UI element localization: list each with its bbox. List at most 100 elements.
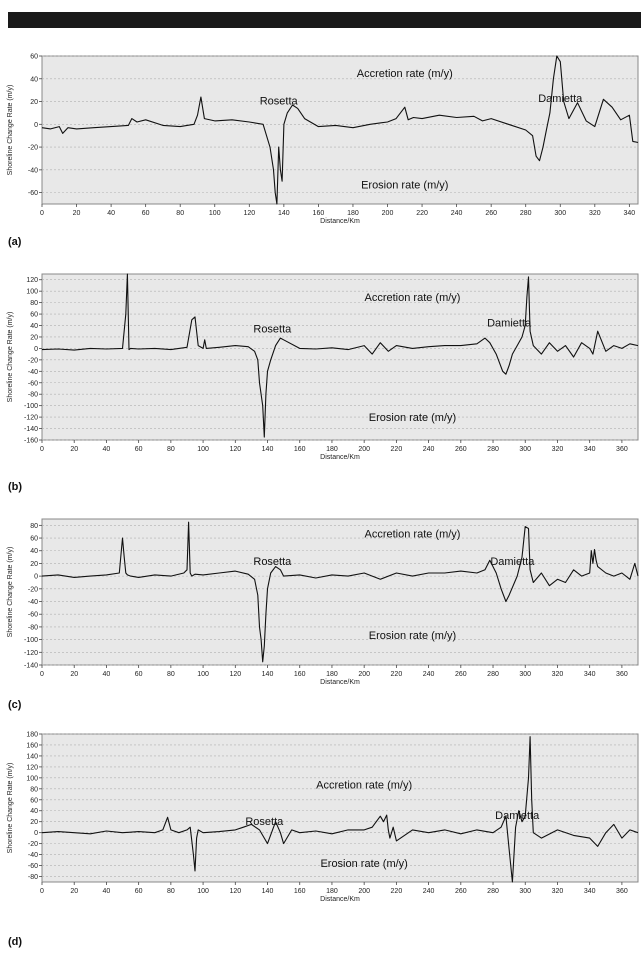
x-tick-label: 280 xyxy=(520,210,532,217)
x-tick-label: 40 xyxy=(107,210,115,217)
y-tick-label: 100 xyxy=(26,289,38,296)
x-tick-label: 120 xyxy=(243,210,255,217)
data-line-a xyxy=(41,55,639,205)
y-tick-label: 0 xyxy=(34,830,38,837)
y-tick-label: -40 xyxy=(28,852,38,859)
x-tick-label: 140 xyxy=(262,888,274,895)
x-tick-label: 40 xyxy=(103,888,111,895)
y-tick-label: 20 xyxy=(30,99,38,106)
y-tick-label: 0 xyxy=(34,122,38,129)
y-tick-label: 80 xyxy=(30,300,38,307)
y-tick-label: -120 xyxy=(24,650,38,657)
y-tick-label: 20 xyxy=(30,819,38,826)
x-tick-label: 60 xyxy=(135,888,143,895)
x-tick-label: 20 xyxy=(70,446,78,453)
y-tick-label: 120 xyxy=(26,277,38,284)
x-tick-label: 360 xyxy=(616,446,628,453)
x-tick-label: 240 xyxy=(423,888,435,895)
x-axis-label: Distance/Km xyxy=(320,896,360,903)
y-axis-label: Shoreline Change Rate (m/y) xyxy=(7,547,14,638)
x-tick-label: 140 xyxy=(278,210,290,217)
chart-panel-a: -60 -40 -20 0 20 40 60 0 20 40 60 80 100 120 140 160 180… xyxy=(0,52,641,227)
x-tick-label: 340 xyxy=(584,888,596,895)
y-tick-label: -80 xyxy=(28,624,38,631)
x-tick-label: 20 xyxy=(70,888,78,895)
x-tick-label: 360 xyxy=(616,888,628,895)
y-tick-label: -60 xyxy=(28,190,38,197)
x-tick-label: 300 xyxy=(519,446,531,453)
x-tick-label: 340 xyxy=(584,671,596,678)
y-tick-label: 100 xyxy=(26,775,38,782)
x-tick-label: 260 xyxy=(455,888,467,895)
x-tick-label: 60 xyxy=(142,210,150,217)
x-tick-label: 340 xyxy=(584,446,596,453)
x-axis-label: Distance/Km xyxy=(320,218,360,225)
y-tick-label: 80 xyxy=(30,523,38,530)
plot-area-a xyxy=(41,55,639,205)
annotation: Erosion rate (m/y) xyxy=(361,180,448,192)
annotation: Rosetta xyxy=(253,556,292,568)
x-tick-label: 100 xyxy=(197,671,209,678)
annotation: Erosion rate (m/y) xyxy=(320,858,407,870)
x-tick-label: 220 xyxy=(391,446,403,453)
y-tick-label: 40 xyxy=(30,808,38,815)
x-tick-label: 240 xyxy=(423,671,435,678)
header-bar xyxy=(8,12,641,28)
annotation: Erosion rate (m/y) xyxy=(369,412,456,424)
x-tick-label: 200 xyxy=(358,888,370,895)
x-tick-label: 180 xyxy=(326,446,338,453)
panel-label-a: (a) xyxy=(8,236,22,248)
x-tick-label: 220 xyxy=(416,210,428,217)
chart-b: -160 -140 -120 -100 -80 -60 -40 -20 0 20 40 60 80 100… xyxy=(7,273,639,461)
y-tick-label: -20 xyxy=(28,586,38,593)
y-tick-label: -140 xyxy=(24,663,38,670)
x-tick-label: 100 xyxy=(209,210,221,217)
data-line-d xyxy=(41,736,639,883)
y-tick-label: 60 xyxy=(30,312,38,319)
x-tick-label: 200 xyxy=(382,210,394,217)
x-tick-label: 320 xyxy=(589,210,601,217)
x-tick-label: 320 xyxy=(552,671,564,678)
annotation: Erosion rate (m/y) xyxy=(369,630,456,642)
x-tick-label: 160 xyxy=(294,888,306,895)
x-tick-label: 60 xyxy=(135,446,143,453)
x-tick-label: 80 xyxy=(167,671,175,678)
x-tick-label: 160 xyxy=(313,210,325,217)
annotation: Damietta xyxy=(487,318,532,330)
annotation: Accretion rate (m/y) xyxy=(316,779,412,791)
y-tick-label: -60 xyxy=(28,863,38,870)
annotation: Damietta xyxy=(538,93,583,105)
y-tick-label: 180 xyxy=(26,732,38,739)
x-tick-label: 80 xyxy=(167,446,175,453)
data-line-c xyxy=(41,521,639,663)
x-tick-label: 220 xyxy=(391,671,403,678)
x-tick-label: 120 xyxy=(229,446,241,453)
annotation: Rosetta xyxy=(245,816,284,828)
chart-a: -60 -40 -20 0 20 40 60 0 20 40 60 80 100 120 140 160 180… xyxy=(7,54,639,225)
y-tick-label: 80 xyxy=(30,786,38,793)
x-tick-label: 200 xyxy=(358,671,370,678)
chart-d: -80 -60 -40 -20 0 20 40 60 80 100 120 140 160 180 0 20 4… xyxy=(7,732,639,903)
x-tick-label: 160 xyxy=(294,671,306,678)
y-tick-label: -20 xyxy=(28,841,38,848)
chart-panel-c: -140 -120 -100 -80 -60 -40 -20 0 20 40 60 80 0 20 40 60… xyxy=(0,515,641,690)
annotation: Rosetta xyxy=(253,323,292,335)
chart-panel-d: -80 -60 -40 -20 0 20 40 60 80 100 120 140 160 180 0 20 4… xyxy=(0,730,641,905)
x-tick-label: 60 xyxy=(135,671,143,678)
x-tick-label: 240 xyxy=(451,210,463,217)
x-tick-label: 340 xyxy=(624,210,636,217)
y-tick-label: 140 xyxy=(26,753,38,760)
x-tick-label: 300 xyxy=(554,210,566,217)
x-tick-label: 180 xyxy=(326,888,338,895)
x-tick-label: 0 xyxy=(40,446,44,453)
y-tick-label: -100 xyxy=(24,637,38,644)
y-axis-label: Shoreline Change Rate (m/y) xyxy=(7,763,14,854)
y-tick-label: 0 xyxy=(34,346,38,353)
annotation: Damietta xyxy=(490,556,535,568)
x-tick-label: 0 xyxy=(40,210,44,217)
x-tick-label: 0 xyxy=(40,888,44,895)
y-tick-label: -60 xyxy=(28,612,38,619)
y-tick-label: -160 xyxy=(24,438,38,445)
x-axis-label: Distance/Km xyxy=(320,679,360,686)
y-tick-label: -40 xyxy=(28,599,38,606)
